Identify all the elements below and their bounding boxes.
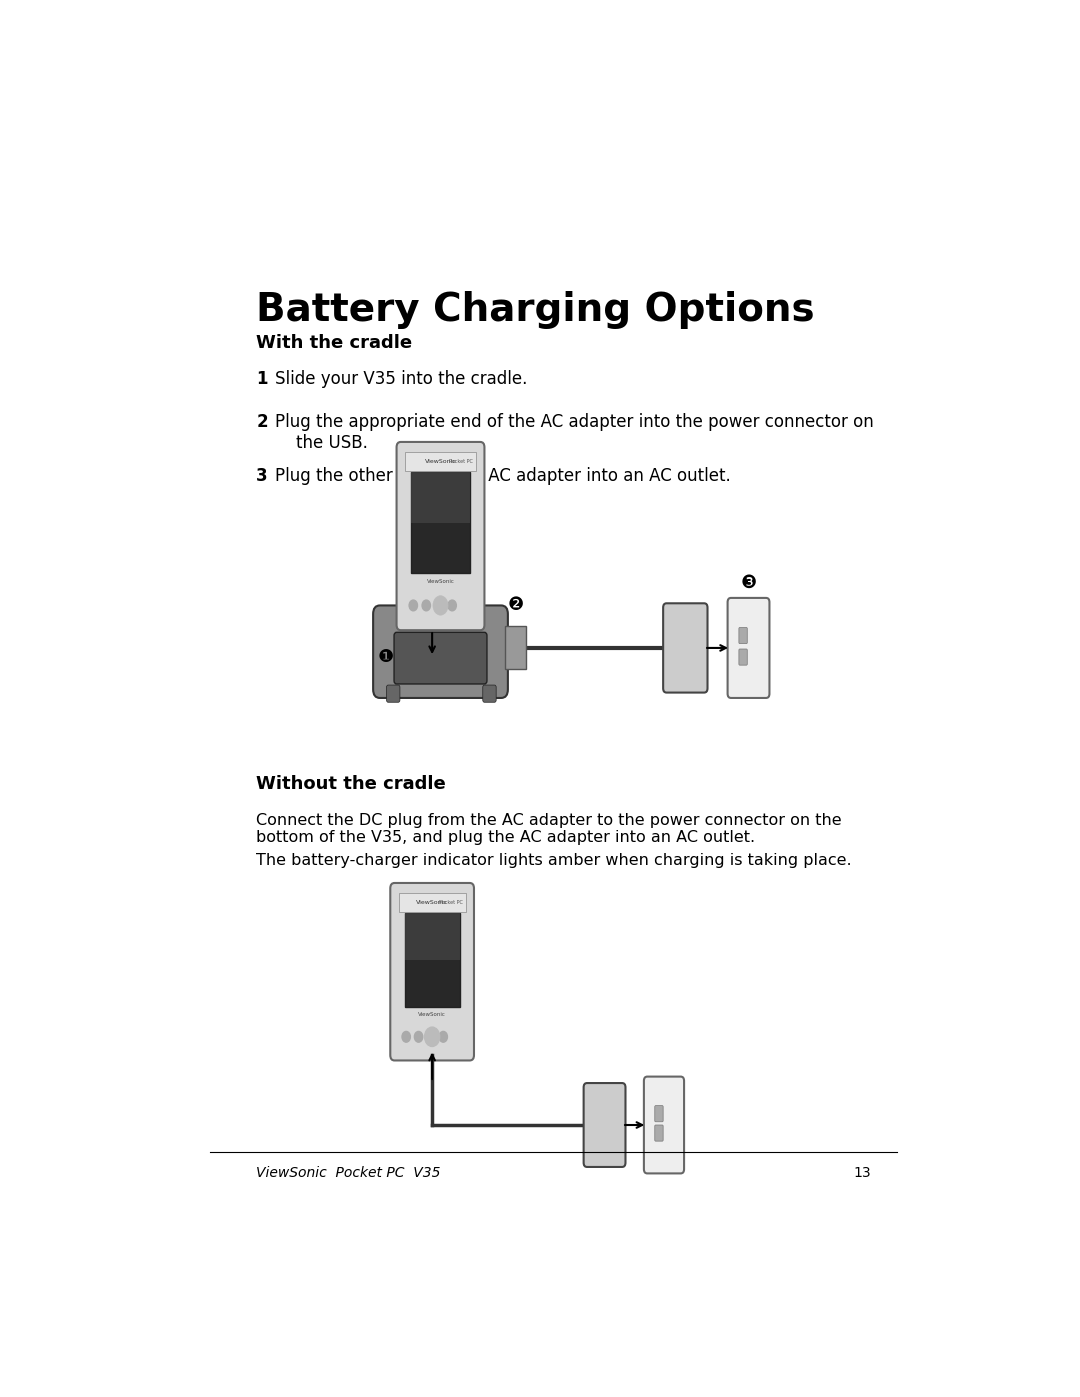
Text: ❷: ❷ [508,597,524,613]
FancyBboxPatch shape [654,1105,663,1122]
FancyBboxPatch shape [399,893,465,912]
Text: ViewSonic: ViewSonic [427,578,455,584]
Text: ViewSonic: ViewSonic [418,1011,446,1017]
FancyBboxPatch shape [390,883,474,1060]
Circle shape [424,1027,440,1046]
FancyBboxPatch shape [739,627,747,644]
FancyBboxPatch shape [394,633,487,685]
Text: Pocket PC: Pocket PC [449,458,473,464]
Circle shape [402,1031,410,1042]
FancyBboxPatch shape [644,1077,684,1173]
Text: Plug the other end of the AC adapter into an AC outlet.: Plug the other end of the AC adapter int… [274,467,730,485]
Text: With the cradle: With the cradle [256,334,413,352]
FancyBboxPatch shape [483,685,496,703]
FancyBboxPatch shape [405,914,460,960]
FancyBboxPatch shape [583,1083,625,1166]
Text: Slide your V35 into the cradle.: Slide your V35 into the cradle. [274,370,527,388]
Circle shape [415,1031,422,1042]
Text: The battery-charger indicator lights amber when charging is taking place.: The battery-charger indicator lights amb… [256,852,852,868]
Text: ViewSonic: ViewSonic [416,900,448,905]
Circle shape [448,601,457,610]
Text: ❸: ❸ [741,574,757,592]
Circle shape [427,1031,435,1042]
FancyBboxPatch shape [410,472,470,522]
Text: ViewSonic: ViewSonic [424,458,457,464]
Text: 2: 2 [256,414,268,430]
Text: 1: 1 [256,370,268,388]
Circle shape [433,595,448,615]
Text: 13: 13 [854,1166,872,1180]
Text: 3: 3 [256,467,268,485]
Text: Plug the appropriate end of the AC adapter into the power connector on
    the U: Plug the appropriate end of the AC adapt… [274,414,874,451]
Text: ViewSonic  Pocket PC  V35: ViewSonic Pocket PC V35 [256,1166,441,1180]
FancyBboxPatch shape [654,1125,663,1141]
Circle shape [435,601,444,610]
FancyBboxPatch shape [739,650,747,665]
Circle shape [409,601,418,610]
FancyBboxPatch shape [373,605,508,698]
Text: Battery Charging Options: Battery Charging Options [256,292,815,330]
Circle shape [440,1031,447,1042]
Text: Pocket PC: Pocket PC [438,900,462,905]
FancyBboxPatch shape [405,451,476,471]
Text: ❶: ❶ [378,648,394,666]
FancyBboxPatch shape [387,685,400,703]
Circle shape [422,601,431,610]
FancyBboxPatch shape [728,598,769,698]
FancyBboxPatch shape [396,441,485,630]
FancyBboxPatch shape [405,914,460,1007]
FancyBboxPatch shape [505,626,526,669]
FancyBboxPatch shape [663,604,707,693]
Text: Connect the DC plug from the AC adapter to the power connector on the
bottom of : Connect the DC plug from the AC adapter … [256,813,842,845]
Text: Without the cradle: Without the cradle [256,775,446,793]
FancyBboxPatch shape [410,472,470,573]
